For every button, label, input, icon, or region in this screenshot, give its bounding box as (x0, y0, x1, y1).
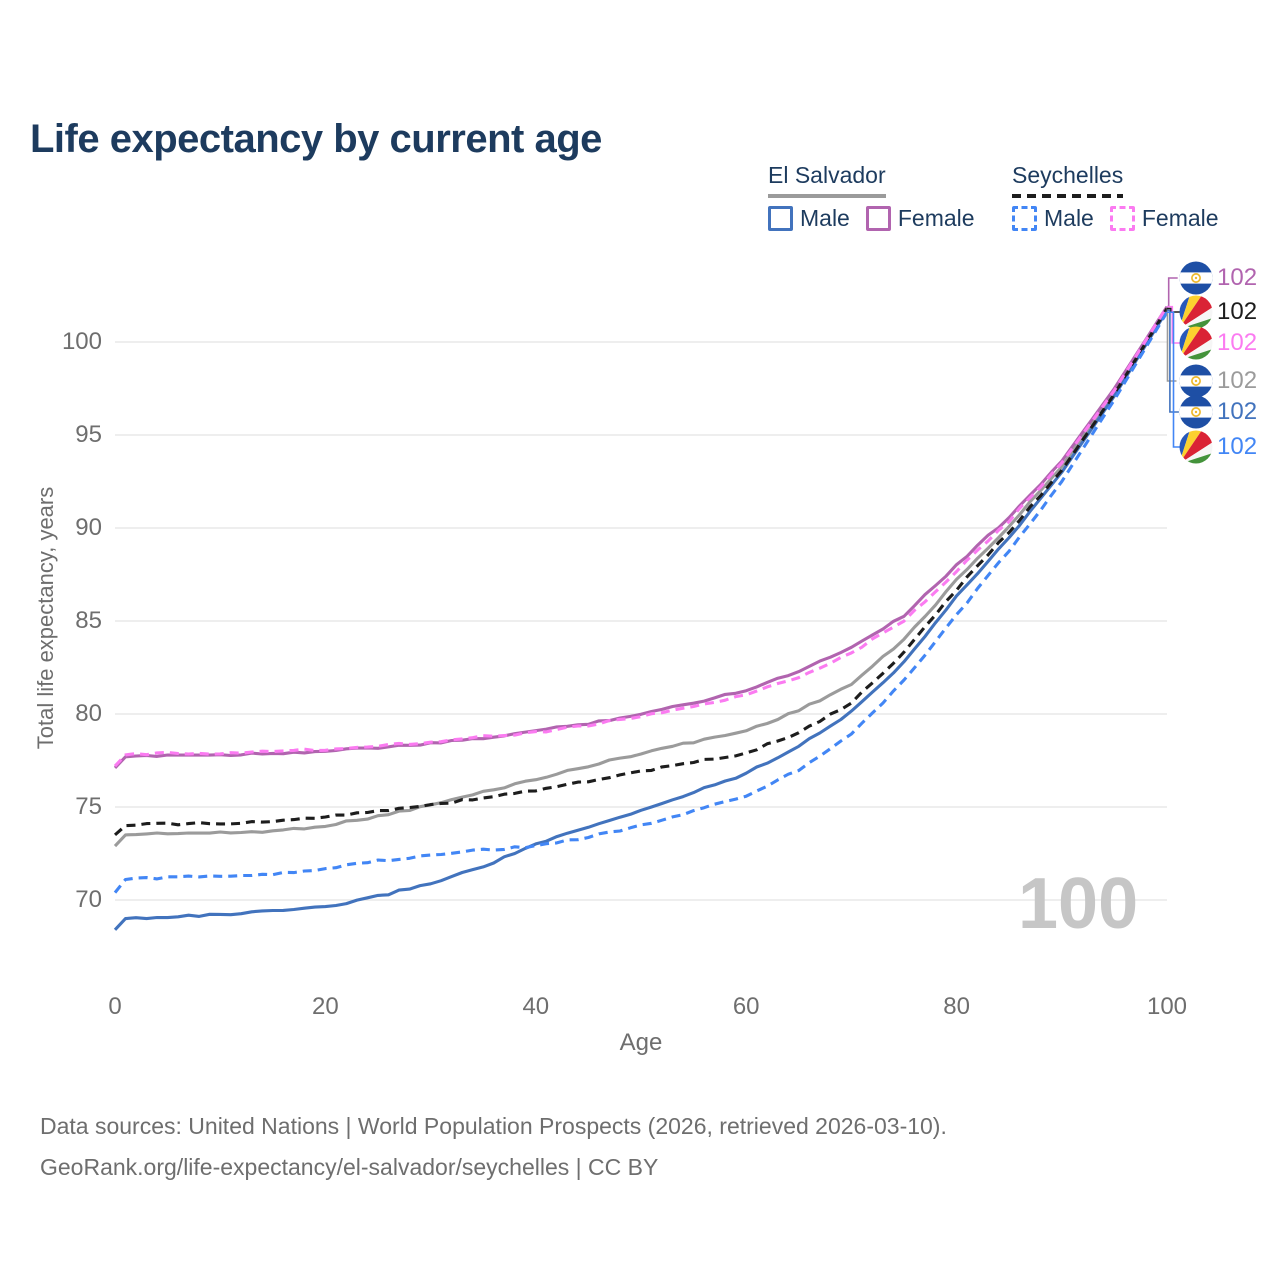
series-line-el-salvador-both (113, 307, 1169, 848)
page-title: Life expectancy by current age (30, 116, 602, 161)
seychelles-flag-icon (1179, 430, 1213, 464)
end-label-el-salvador-both: 102 (1179, 364, 1257, 398)
age-watermark: 100 (1018, 864, 1139, 944)
footer-attribution: GeoRank.org/life-expectancy/el-salvador/… (40, 1154, 659, 1180)
el-salvador-female-swatch-icon (865, 206, 891, 231)
y-tick-label-75: 75 (75, 793, 102, 820)
footer: Data sources: United Nations | World Pop… (40, 1106, 947, 1188)
el-salvador-solid-line-sample (768, 194, 886, 198)
legend-item-el-salvador-male[interactable]: Male (768, 205, 850, 232)
legend-item-seychelles-male[interactable]: Male (1012, 205, 1094, 232)
x-tick-label-40: 40 (522, 993, 550, 1020)
end-value: 102 (1217, 264, 1258, 291)
y-tick-label-100: 100 (61, 328, 102, 355)
series-line-seychelles-female (113, 305, 1169, 768)
seychelles-female-swatch-icon (1109, 206, 1135, 231)
legend-item-el-salvador-female[interactable]: Female (865, 205, 975, 232)
y-tick-label-80: 80 (75, 700, 102, 727)
series-line-el-salvador-female (113, 305, 1169, 769)
end-label-el-salvador-male: 102 (1179, 395, 1257, 429)
leader-line-el-salvador-male (1167, 309, 1179, 413)
el-salvador-flag-icon (1179, 261, 1213, 295)
seychelles-dashed-line-sample (1012, 194, 1124, 198)
y-tick-label-85: 85 (75, 607, 102, 634)
legend-country-seychelles: Seychelles (1012, 162, 1124, 198)
x-axis-title: Age (619, 1029, 663, 1056)
legend-label-seychelles-female: Female (1141, 205, 1219, 231)
legend-label-el-salvador-female: Female (897, 205, 975, 231)
end-value: 102 (1217, 367, 1258, 394)
end-value: 102 (1217, 398, 1258, 425)
end-value: 102 (1217, 329, 1258, 356)
leader-line-el-salvador-female (1167, 277, 1178, 308)
legend-item-seychelles-female[interactable]: Female (1109, 205, 1219, 232)
el-salvador-flag-icon (1179, 395, 1213, 429)
legend-label-el-salvador-male: Male (800, 205, 850, 231)
legend-label-seychelles-male: Male (1044, 205, 1094, 231)
y-tick-label-90: 90 (75, 514, 102, 541)
seychelles-flag-icon (1179, 326, 1213, 360)
y-tick-label-95: 95 (75, 421, 102, 448)
footer-data-sources: Data sources: United Nations | World Pop… (40, 1113, 947, 1139)
end-label-el-salvador-female: 102 (1179, 261, 1257, 295)
legend-country-el-salvador: El Salvador (768, 162, 886, 198)
leader-line-el-salvador-both (1166, 307, 1177, 382)
series-line-el-salvador-male (113, 309, 1169, 931)
x-tick-label-0: 0 (108, 993, 122, 1020)
seychelles-male-swatch-icon (1012, 206, 1037, 231)
end-label-seychelles-male: 102 (1179, 430, 1257, 464)
x-tick-label-80: 80 (943, 993, 970, 1020)
end-value: 102 (1217, 433, 1258, 460)
el-salvador-male-swatch-icon (768, 206, 793, 231)
el-salvador-flag-icon (1179, 364, 1213, 398)
legend-group-el-salvador: El Salvador Male Female (768, 162, 975, 232)
x-tick-label-100: 100 (1146, 993, 1188, 1020)
legend-country-seychelles-label: Seychelles (1012, 162, 1124, 188)
end-value: 102 (1217, 298, 1258, 325)
x-tick-label-20: 20 (312, 993, 339, 1020)
legend-group-seychelles: Seychelles Male Female (1012, 162, 1219, 232)
x-tick-label-60: 60 (732, 993, 760, 1020)
end-label-seychelles-both: 102 (1179, 295, 1257, 329)
end-label-seychelles-female: 102 (1179, 326, 1257, 360)
seychelles-flag-icon (1179, 295, 1213, 329)
y-tick-label-70: 70 (75, 886, 102, 913)
legend-country-el-salvador-label: El Salvador (768, 162, 886, 188)
series-line-seychelles-male (113, 311, 1169, 894)
series-line-seychelles-both (113, 307, 1169, 837)
